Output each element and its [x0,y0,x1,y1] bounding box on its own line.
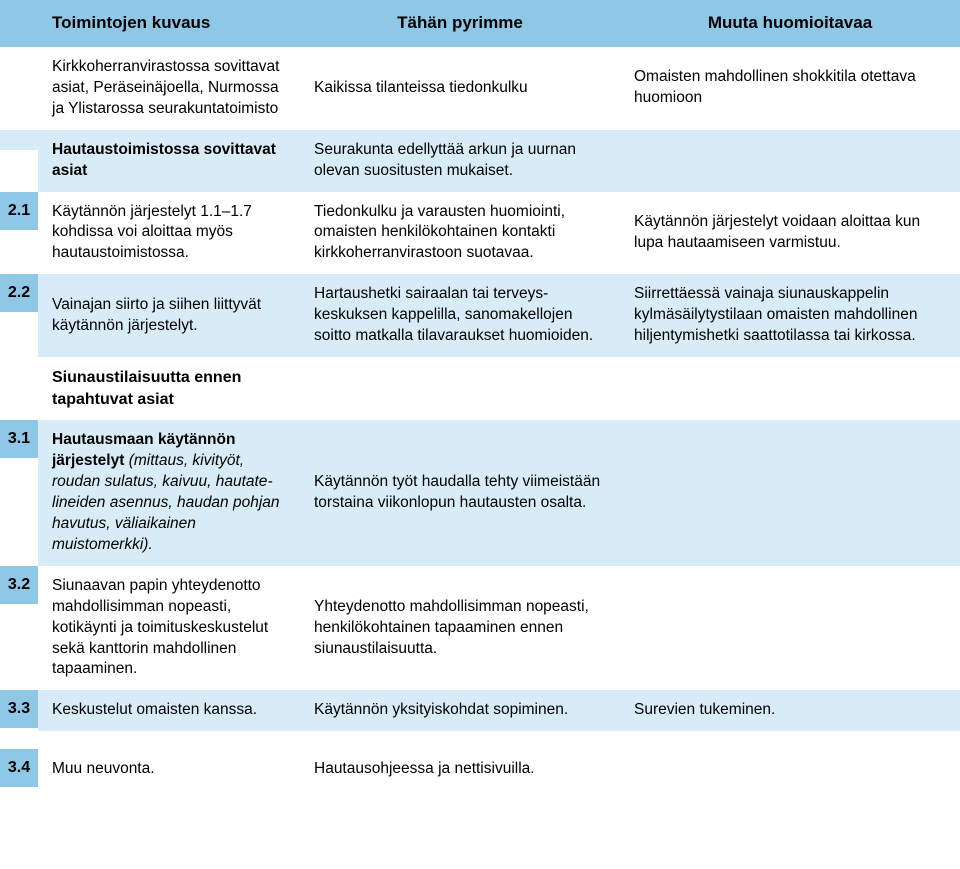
col2-text: Tiedonkulku ja varausten huomiointi, oma… [300,192,620,275]
col1-text: Keskustelut omaisten kanssa. [38,690,300,731]
row-number [0,357,38,377]
row-number: 3.4 [0,749,38,787]
col1-text: Muu neuvonta. [38,749,300,790]
col2-text: Käytännön yksityiskohdat sopiminen. [300,690,620,731]
col2-text: Kaikissa tilanteissa tiedonkulku [300,47,620,130]
table-row: 3.3 Keskustelut omaisten kanssa. Käytänn… [0,690,960,731]
col2-text: Hautausohjeessa ja nettisivuilla. [300,749,620,790]
spacer [300,731,620,749]
table-row: Kirkkoherranvirastossa sovittavat asiat,… [0,47,960,130]
row-number [0,130,38,150]
col3-text [620,566,960,691]
header-col3: Muuta huomioitavaa [620,0,960,47]
col3-empty [620,130,960,192]
spacer [0,731,38,749]
col2-empty [300,357,620,420]
spacer-row [0,731,960,749]
header-row: Toimintojen kuvaus Tähän pyrimme Muuta h… [0,0,960,47]
col1-text: Kirkkoherranvirastossa sovittavat asiat,… [38,47,300,130]
col1-text: Hautaustoimistossa sovittavat asiat [38,130,300,192]
table-row: 2.1 Käytännön järjestelyt 1.1–1.7 kohdis… [0,192,960,275]
table-row: 2.2 Vainajan siirto ja siihen liittyvät … [0,274,960,357]
col3-text: Käytännön järjestelyt voidaan aloittaa k… [620,192,960,275]
col2-text: Hartaushetki sairaalan tai terveys­kesku… [300,274,620,357]
section-row: Siunaustilaisuutta ennen tapahtuvat asia… [0,357,960,420]
col1-text: Hautausmaan käytännön järjestelyt (mitta… [38,420,300,566]
spacer [38,731,300,749]
col3-text: Omaisten mahdollinen shokkitila otettava… [620,47,960,130]
row-number: 3.2 [0,566,38,604]
col2-text: Käytännön työt haudalla tehty viimeistää… [300,420,620,566]
row-number: 3.1 [0,420,38,458]
table-row: Hautaustoimistossa sovittavat asiat Seur… [0,130,960,192]
col1-text: Vainajan siirto ja siihen liittyvät käyt… [38,274,300,357]
row-number: 2.1 [0,192,38,230]
table-row: 3.4 Muu neuvonta. Hautausohjeessa ja net… [0,749,960,790]
col1-text: Siunaavan papin yhteydenotto mahdollisim… [38,566,300,691]
section-title: Siunaustilaisuutta ennen tapahtuvat asia… [38,357,300,420]
merged-text: Seurakunta edellyttää arkun ja uurnan ol… [314,141,576,179]
col1-text: Käytännön järjestelyt 1.1–1.7 kohdissa v… [38,192,300,275]
row-number: 3.3 [0,690,38,728]
row-number [0,47,38,67]
col2-text: Yhteydenotto mahdollisimman nopeasti, he… [300,566,620,691]
col3-text: Siirrettäessä vainaja siunauskappelin ky… [620,274,960,357]
col3-empty [620,357,960,420]
table-row: 3.1 Hautausmaan käytännön järjestelyt (m… [0,420,960,566]
row-number: 2.2 [0,274,38,312]
col3-text: Surevien tukeminen. [620,690,960,731]
col3-text [620,749,960,790]
process-table: Toimintojen kuvaus Tähän pyrimme Muuta h… [0,0,960,790]
col-merged-text: Seurakunta edellyttää arkun ja uurnan ol… [300,130,620,192]
header-col2: Tähän pyrimme [300,0,620,47]
spacer [620,731,960,749]
header-num-spacer [0,0,38,47]
table-row: 3.2 Siunaavan papin yhteydenotto mahdoll… [0,566,960,691]
col3-text [620,420,960,566]
header-col1: Toimintojen kuvaus [38,0,300,47]
